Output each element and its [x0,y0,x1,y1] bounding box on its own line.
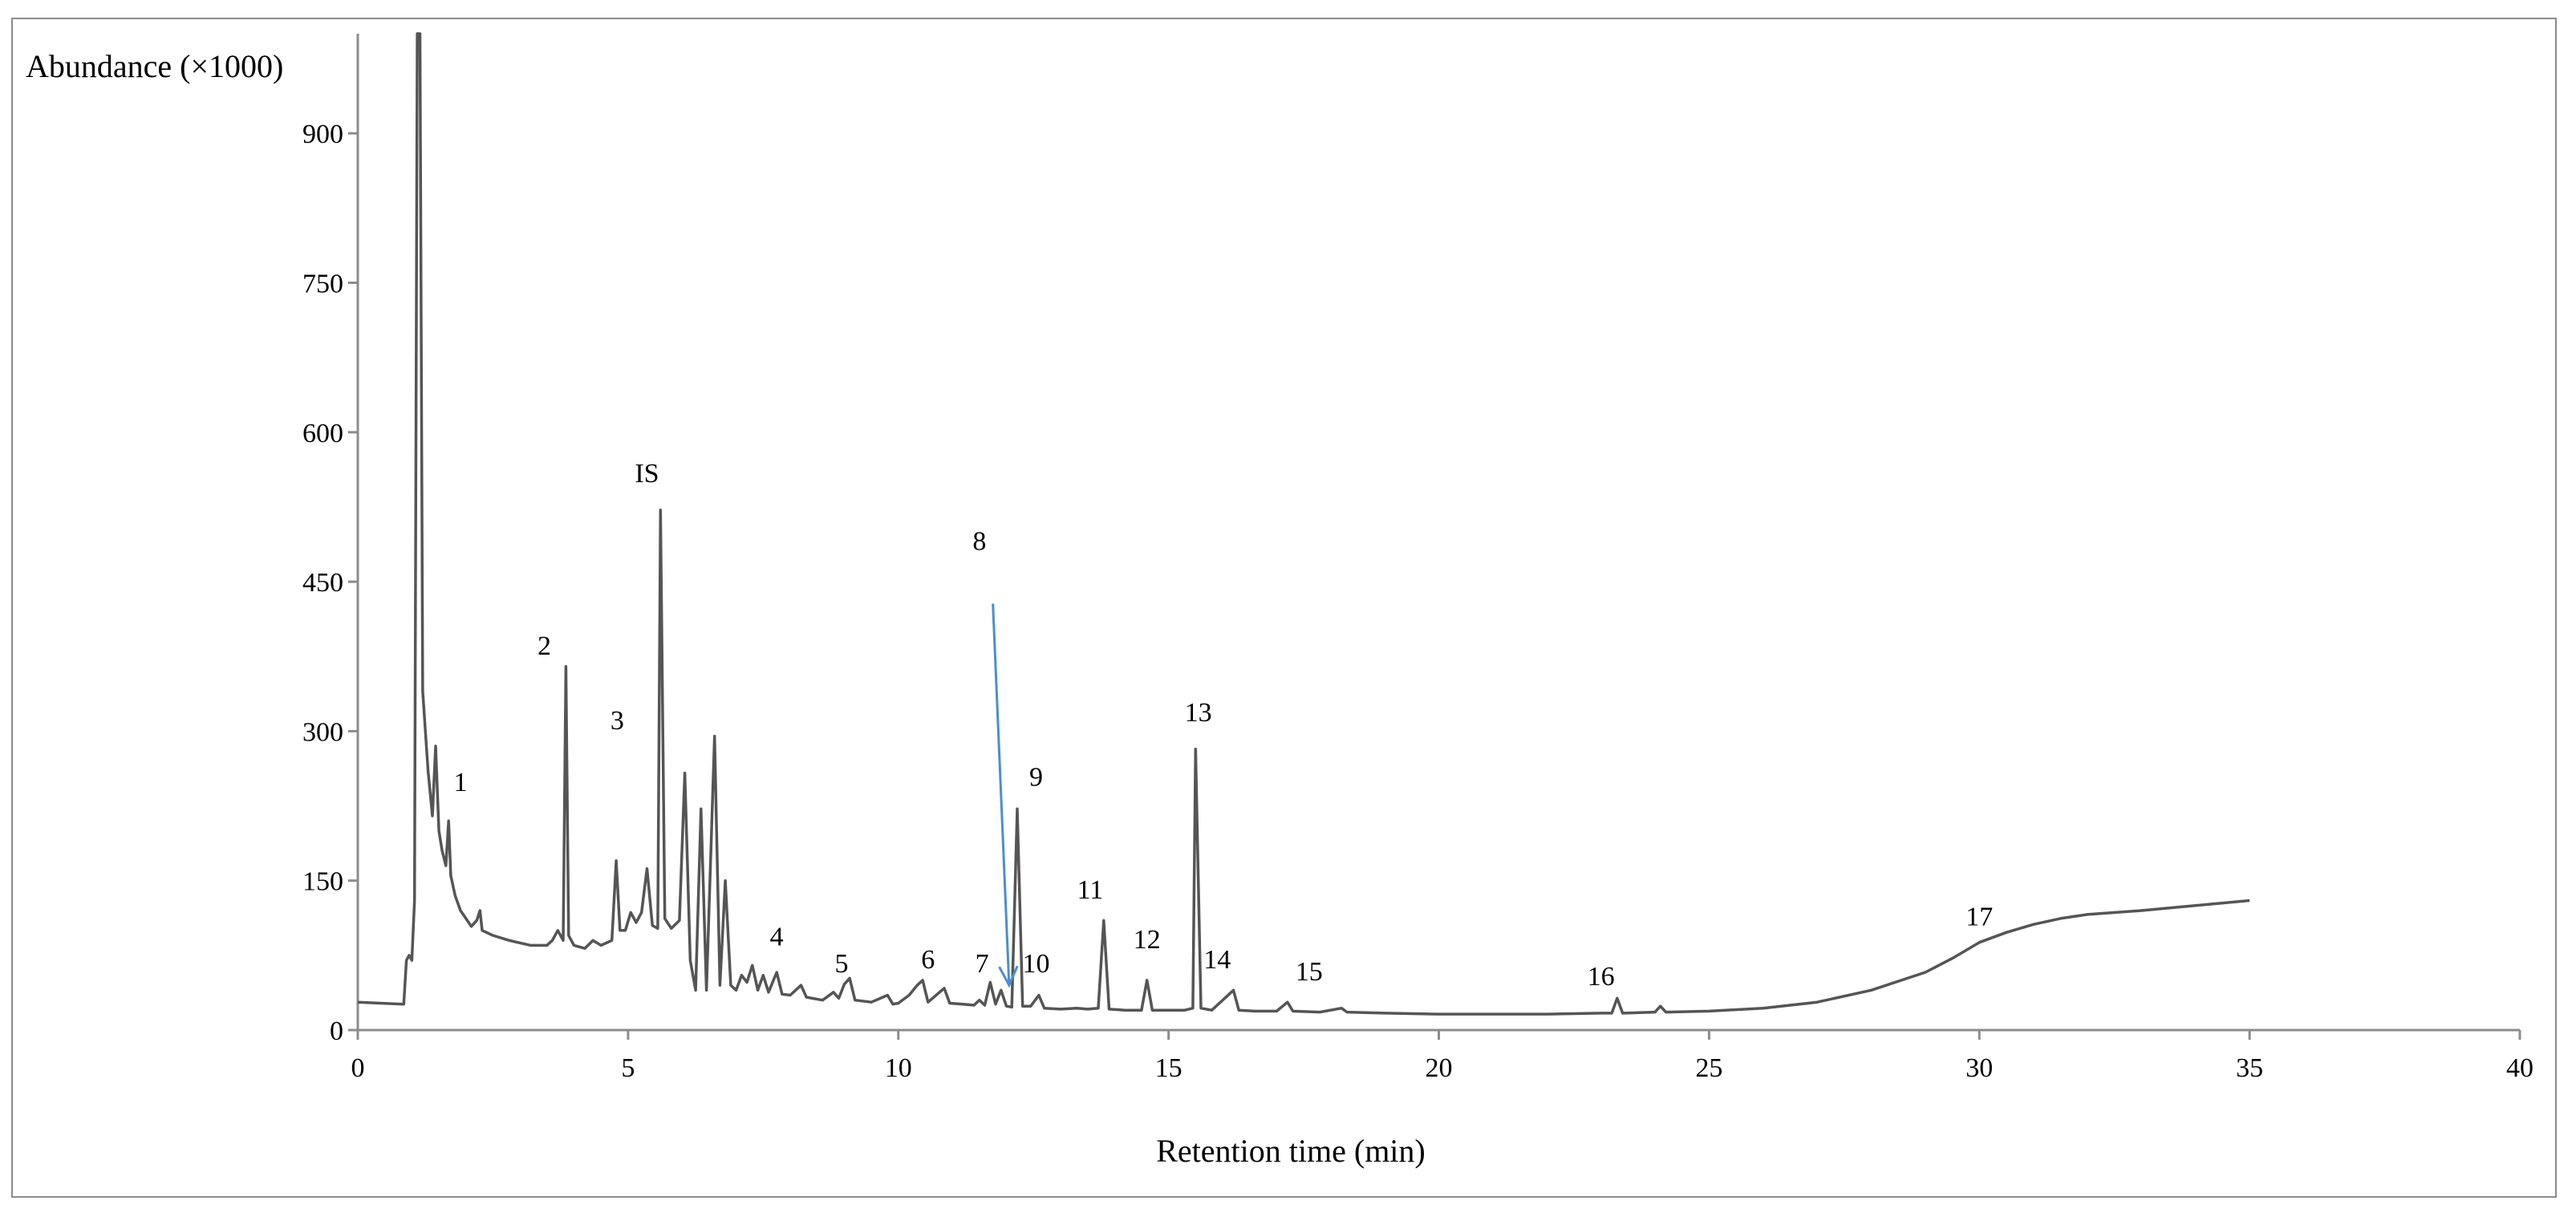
peak-label: 13 [1185,698,1212,728]
y-tick-label: 150 [302,867,343,897]
y-tick-label: 600 [302,419,343,448]
peak-label: IS [635,459,659,489]
peak-label: 6 [921,945,935,975]
y-axis-title: Abundance (×1000) [26,48,283,84]
peak-label: 8 [972,526,986,556]
peak-label: 11 [1077,875,1104,905]
arrow-head [998,965,1019,988]
axes [348,34,2521,1040]
peak-label: 17 [1965,903,1993,932]
x-tick-label: 35 [2236,1053,2263,1083]
y-tick-label: 300 [302,717,343,747]
chromatogram-trace [357,32,2250,1016]
peak-label: 14 [1203,945,1231,975]
peak-label: 15 [1296,957,1323,987]
peak-label: 10 [1023,949,1050,979]
peak-label: 16 [1588,962,1615,992]
peak-label: 7 [976,949,989,979]
x-tick-label: 5 [621,1053,635,1083]
x-tick-label: 10 [885,1053,912,1083]
y-tick-label: 0 [330,1016,343,1046]
y-tick-label: 750 [302,270,343,299]
peak-label: 9 [1029,763,1043,793]
arrow-shaft [992,603,1011,986]
peak-label: 4 [770,922,784,951]
x-tick-label: 40 [2506,1053,2533,1083]
peak-label: 2 [538,631,551,661]
peak-8-arrow [992,603,1019,988]
y-tick-label: 900 [302,120,343,149]
x-axis-title: Retention time (min) [1156,1133,1426,1169]
peak-label: 5 [835,949,849,979]
series-line [357,32,2250,1016]
peak-label: 1 [454,768,468,797]
x-tick-label: 15 [1155,1053,1183,1083]
peak-label: 3 [611,706,624,736]
x-tick-label: 30 [1965,1053,1993,1083]
x-tick-label: 0 [351,1053,365,1083]
x-tick-label: 20 [1426,1053,1453,1083]
peak-label: 12 [1134,925,1161,955]
x-tick-label: 25 [1695,1053,1722,1083]
y-tick-label: 450 [302,568,343,598]
